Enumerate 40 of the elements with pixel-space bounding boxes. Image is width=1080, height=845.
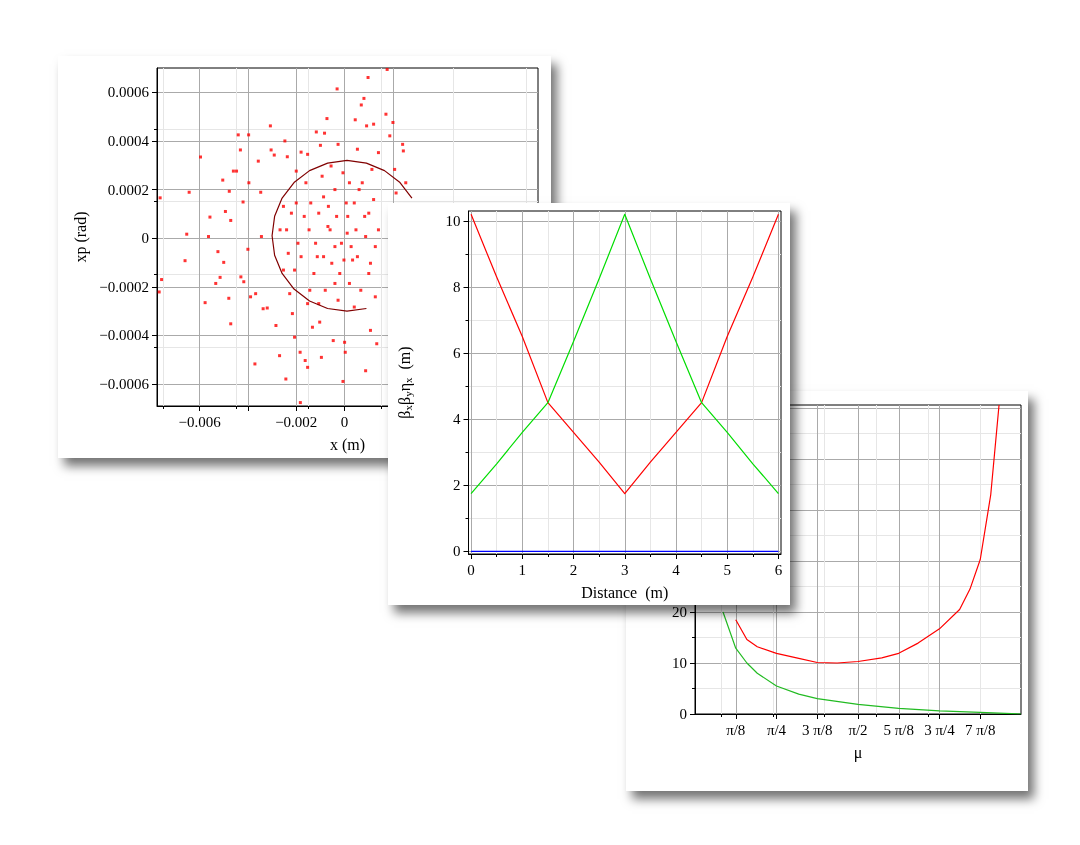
x-tick-label: 1 [518, 561, 527, 578]
y-tick-label: 0.0002 [107, 181, 149, 198]
x-axis-title: Distance (m) [581, 583, 669, 602]
y-tick-label: 2 [453, 477, 461, 494]
x-tick-label: π/4 [766, 721, 787, 738]
x-tick-label: −0.006 [178, 413, 222, 430]
x-tick-label: 0 [467, 561, 475, 578]
line-series [470, 213, 780, 495]
y-axis-title: βxβyηx (m) [395, 346, 414, 419]
x-axis-title: x (m) [329, 435, 366, 454]
y-tick-label: −0.0006 [99, 376, 150, 393]
y-tick-label: 10 [672, 655, 687, 672]
x-tick-label: π/8 [726, 721, 746, 738]
x-tick-label: 2 [569, 561, 578, 578]
y-tick-label: 20 [672, 604, 687, 621]
x-tick-label: 5 [723, 561, 731, 578]
y-tick-label: 0.0006 [107, 84, 150, 101]
y-tick-label: 0 [453, 543, 461, 560]
x-tick-label: π/2 [848, 721, 868, 738]
x-tick-label: 5 π/8 [883, 721, 914, 738]
x-tick-label: 0 [340, 413, 349, 430]
line-series [735, 404, 1000, 664]
y-tick-label: −0.0002 [99, 278, 149, 295]
y-tick-label: 6 [453, 345, 461, 362]
x-axis-title: μ [853, 743, 863, 762]
x-tick-label: −0.002 [275, 413, 318, 430]
y-tick-label: 8 [453, 279, 461, 295]
x-tick-label: 7 π/8 [965, 721, 996, 738]
y-tick-label: 10 [445, 212, 461, 229]
x-tick-label: 3 π/4 [924, 721, 956, 738]
x-tick-label: 3 [621, 561, 629, 578]
x-tick-label: 3 π/8 [802, 721, 833, 738]
line-series [722, 611, 1022, 715]
y-tick-label: −0.0004 [99, 327, 150, 344]
y-tick-label: 0 [679, 706, 687, 722]
y-tick-label: 0.0004 [107, 132, 150, 149]
x-tick-label: 6 [774, 561, 783, 578]
line-series [271, 159, 413, 312]
y-axis-title: xp (rad) [71, 211, 90, 263]
y-tick-label: 0 [141, 230, 149, 247]
